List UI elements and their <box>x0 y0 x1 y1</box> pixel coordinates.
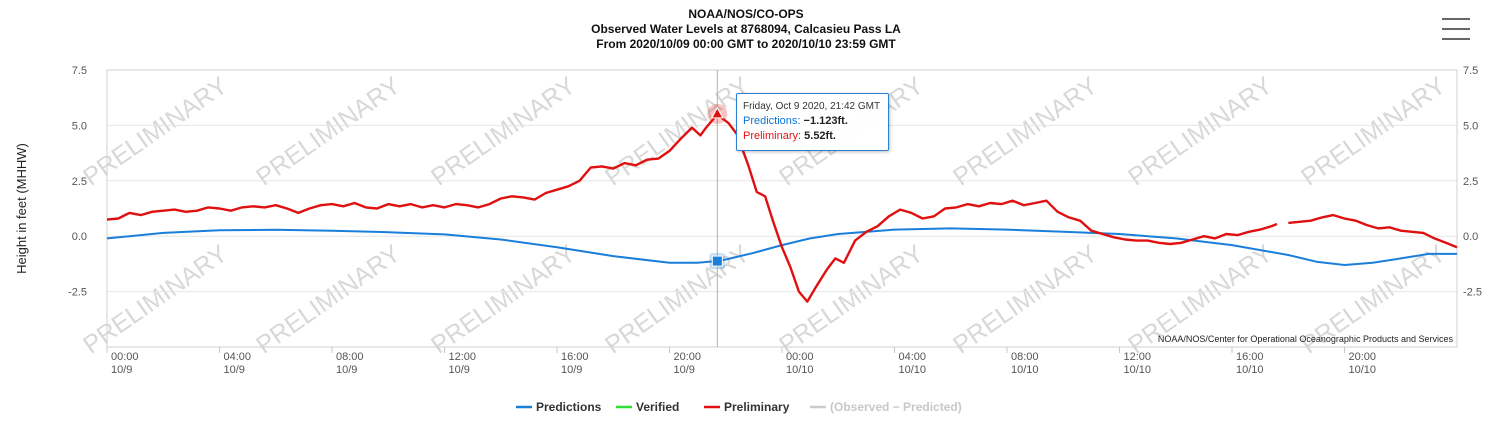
x-tick-date-label: 10/10 <box>786 364 814 376</box>
y-axis-left: 7.5 5.0 2.5 0.0 -2.5 <box>68 65 87 299</box>
tooltip-predictions-value: −1.123ft. <box>803 115 848 127</box>
legend-item-predictions[interactable]: Predictions <box>516 400 602 414</box>
hamburger-menu-icon[interactable] <box>1442 18 1470 44</box>
watermark-text: PRELIMINARY <box>251 71 406 191</box>
tooltip-predictions-label: Predictions: <box>743 115 801 127</box>
legend-item-observed-predicted[interactable]: (Observed − Predicted) <box>810 400 962 414</box>
tooltip-predictions-row: Predictions: −1.123ft. <box>743 114 880 129</box>
legend-item-preliminary[interactable]: Preliminary <box>704 400 790 414</box>
tooltip-date: Friday, Oct 9 2020, 21:42 GMT <box>743 101 881 112</box>
y-axis-right: 7.5 5.0 2.5 0.0 -2.5 <box>1463 65 1482 299</box>
x-tick-date-label: 10/9 <box>224 364 245 376</box>
y-tick-label-right: 7.5 <box>1463 65 1478 77</box>
series-predictions-line[interactable] <box>106 227 1457 266</box>
y-tick-label-left: -2.5 <box>68 287 87 299</box>
watermark-text: PRELIMINARY <box>774 239 929 359</box>
legend-label: (Observed − Predicted) <box>830 400 962 414</box>
watermark-text: PRELIMINARY <box>426 71 581 191</box>
x-tick-date-label: 10/10 <box>1011 364 1039 376</box>
watermark-text: PRELIMINARY <box>78 239 233 359</box>
preliminary-hover-marker <box>710 106 724 119</box>
watermark-text: PRELIMINARY <box>948 71 1103 191</box>
y-tick-label-right: 5.0 <box>1463 120 1478 132</box>
y-axis-title: Height in feet (MHHW) <box>14 143 29 274</box>
series-preliminary-line[interactable] <box>106 112 1278 303</box>
credits-text: NOAA/NOS/Center for Operational Oceanogr… <box>1158 334 1454 344</box>
watermark-text: PRELIMINARY <box>1296 71 1451 191</box>
y-tick-label-right: 0.0 <box>1463 231 1478 243</box>
tooltip-preliminary-label: Preliminary: <box>743 130 802 142</box>
x-tick-time-label: 12:00 <box>449 351 477 363</box>
x-tick-time-label: 12:00 <box>1124 351 1152 363</box>
watermark-text: PRELIMINARY <box>251 239 406 359</box>
y-tick-label-left: 5.0 <box>72 120 87 132</box>
y-tick-label-left: 7.5 <box>72 65 87 77</box>
tooltip-preliminary-row: Preliminary: 5.52ft. <box>743 129 880 144</box>
x-tick-date-label: 10/9 <box>561 364 582 376</box>
hover-tooltip: Friday, Oct 9 2020, 21:42 GMT Prediction… <box>736 93 890 151</box>
x-tick-date-label: 10/10 <box>1124 364 1152 376</box>
watermark-text: PRELIMINARY <box>948 239 1103 359</box>
x-tick-time-label: 04:00 <box>224 351 252 363</box>
hover-markers <box>707 103 728 270</box>
x-tick-date-label: 10/9 <box>674 364 695 376</box>
x-tick-date-label: 10/10 <box>1349 364 1377 376</box>
y-tick-label-right: -2.5 <box>1463 287 1482 299</box>
watermark-text: PRELIMINARY <box>1123 71 1278 191</box>
x-tick-time-label: 20:00 <box>1349 351 1377 363</box>
x-tick-date-label: 10/9 <box>336 364 357 376</box>
x-tick-time-label: 08:00 <box>336 351 364 363</box>
x-tick-time-label: 04:00 <box>899 351 927 363</box>
legend-label: Predictions <box>536 400 602 414</box>
x-tick-date-label: 10/10 <box>1236 364 1264 376</box>
y-tick-label-left: 0.0 <box>72 231 87 243</box>
x-tick-time-label: 16:00 <box>1236 351 1264 363</box>
x-tick-date-label: 10/9 <box>111 364 132 376</box>
series-preliminary-line[interactable] <box>1288 213 1458 249</box>
y-tick-label-left: 2.5 <box>72 176 87 188</box>
legend-label: Preliminary <box>724 400 790 414</box>
chart-title-line-3: From 2020/10/09 00:00 GMT to 2020/10/10 … <box>596 37 896 51</box>
x-tick-time-label: 08:00 <box>1011 351 1039 363</box>
x-tick-date-label: 10/9 <box>449 364 470 376</box>
legend-label: Verified <box>636 400 679 414</box>
prediction-hover-marker <box>711 255 723 267</box>
legend[interactable]: Predictions Verified Preliminary (Observed … <box>516 400 962 414</box>
watermark-text: PRELIMINARY <box>600 71 755 191</box>
x-tick-time-label: 00:00 <box>786 351 814 363</box>
series-layer[interactable] <box>106 112 1458 303</box>
x-axis: 00:0010/904:0010/908:0010/912:0010/916:0… <box>106 347 1377 376</box>
x-tick-date-label: 10/10 <box>899 364 927 376</box>
tooltip-preliminary-value: 5.52ft. <box>804 130 836 142</box>
chart-title-line-1: NOAA/NOS/CO-OPS <box>688 7 803 21</box>
x-tick-time-label: 16:00 <box>561 351 589 363</box>
watermark-text: PRELIMINARY <box>78 71 233 191</box>
x-tick-time-label: 20:00 <box>674 351 702 363</box>
chart-title-line-2: Observed Water Levels at 8768094, Calcas… <box>591 22 901 36</box>
watermark-text: PRELIMINARY <box>426 239 581 359</box>
legend-item-verified[interactable]: Verified <box>616 400 679 414</box>
x-tick-time-label: 00:00 <box>111 351 139 363</box>
y-tick-label-right: 2.5 <box>1463 176 1478 188</box>
